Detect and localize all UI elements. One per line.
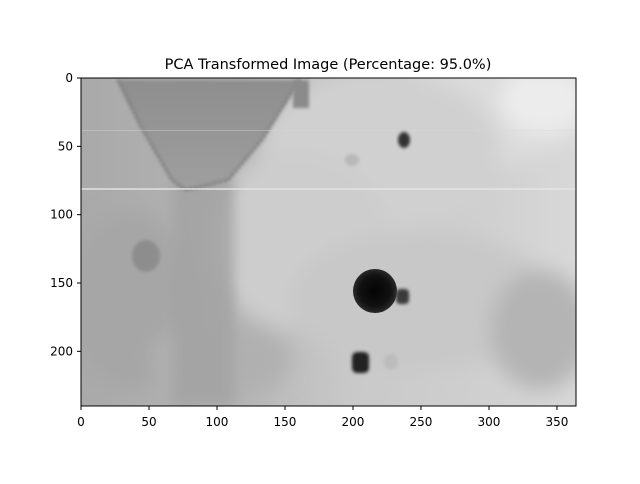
y-tick-label: 200 [50, 344, 73, 358]
pca-image [81, 78, 576, 406]
axes-frame [80, 77, 577, 407]
figure-title: PCA Transformed Image (Percentage: 95.0%… [165, 57, 492, 73]
x-tick-label: 350 [546, 415, 569, 429]
y-tick-label: 150 [50, 276, 73, 290]
x-tick-label: 100 [206, 415, 229, 429]
x-axis-ticks: 0 50 100 150 200 250 300 350 [77, 406, 568, 429]
x-tick-label: 50 [141, 415, 156, 429]
x-tick-label: 250 [410, 415, 433, 429]
y-tick-label: 50 [58, 139, 73, 153]
y-axis-ticks: 0 50 100 150 200 [50, 71, 81, 358]
x-tick-label: 300 [478, 415, 501, 429]
x-tick-label: 0 [77, 415, 85, 429]
x-tick-label: 200 [342, 415, 365, 429]
y-tick-label: 100 [50, 208, 73, 222]
x-tick-label: 150 [274, 415, 297, 429]
y-tick-label: 0 [65, 71, 73, 85]
